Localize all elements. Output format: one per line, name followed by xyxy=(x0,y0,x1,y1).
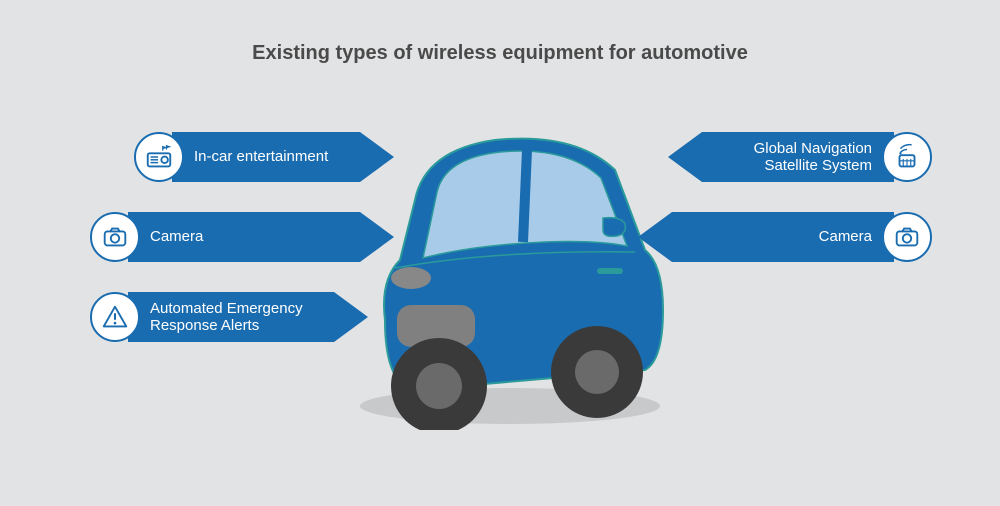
camera-icon xyxy=(882,212,932,262)
satellite-icon xyxy=(882,132,932,182)
label-text: Camera xyxy=(819,228,872,245)
label-camera-front: Camera xyxy=(90,210,394,264)
label-camera-rear: Camera xyxy=(638,210,932,264)
arrow-right-icon xyxy=(334,292,368,342)
radio-icon xyxy=(134,132,184,182)
label-text: In-car entertainment xyxy=(194,148,328,165)
arrow-left-icon xyxy=(638,212,672,262)
label-text: Global Navigation Satellite System xyxy=(754,140,872,175)
label-emergency: Automated Emergency Response Alerts xyxy=(90,290,368,344)
label-text: Camera xyxy=(150,228,203,245)
page-title: Existing types of wireless equipment for… xyxy=(0,42,1000,65)
arrow-right-icon xyxy=(360,132,394,182)
label-entertainment: In-car entertainment xyxy=(134,130,394,184)
label-text: Automated Emergency Response Alerts xyxy=(150,300,303,335)
arrow-left-icon xyxy=(668,132,702,182)
arrow-right-icon xyxy=(360,212,394,262)
camera-icon xyxy=(90,212,140,262)
label-gnss: Global Navigation Satellite System xyxy=(668,130,932,184)
alert-icon xyxy=(90,292,140,342)
car-illustration xyxy=(345,110,675,430)
